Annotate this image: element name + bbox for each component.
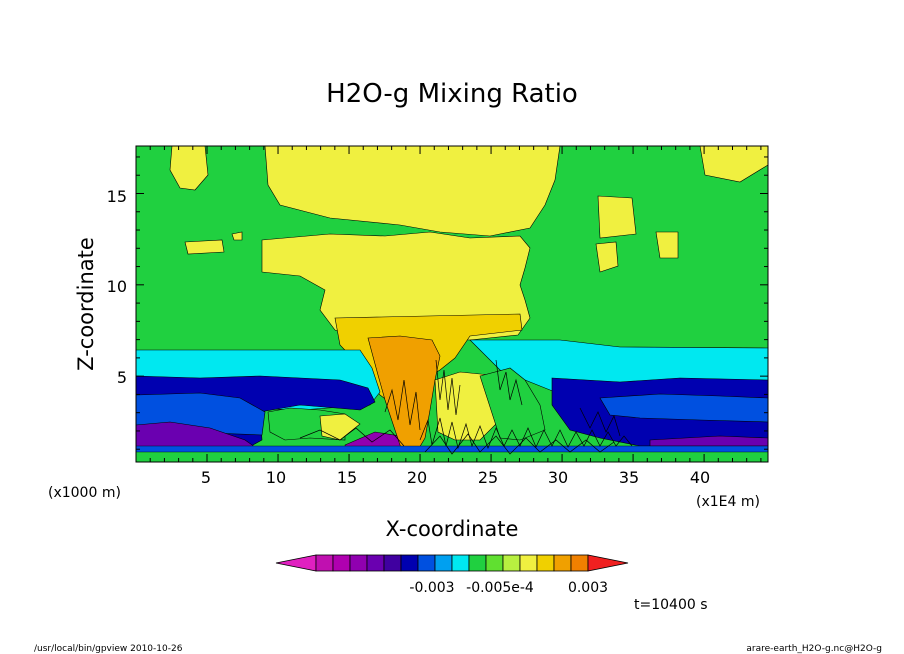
x-tick-label: 10 <box>266 468 286 487</box>
plot-area <box>136 146 768 462</box>
colorbar-label: -0.005e-4 <box>466 580 534 596</box>
y-axis-label: Z-coordinate <box>74 237 98 371</box>
colorbar-swatch <box>332 554 351 572</box>
x-unit-left: (x1000 m) <box>48 485 121 501</box>
colorbar <box>275 554 629 572</box>
contour-yellow-top-left <box>169 146 209 191</box>
bottom-strip <box>136 452 768 462</box>
contour-yellow-low <box>319 413 361 441</box>
contour-purple-right <box>649 435 768 447</box>
contour-yellow-small-5 <box>231 231 243 241</box>
tick-marks <box>136 146 768 462</box>
contour-yellow-anvil-upper <box>264 146 561 237</box>
contour-blue-bottom <box>136 445 768 453</box>
colorbar-swatch <box>315 554 334 572</box>
colorbar-swatch <box>553 554 572 572</box>
contour-yellow-anvil <box>261 231 531 343</box>
colorbar-swatch <box>349 554 368 572</box>
colorbar-swatch <box>366 554 385 572</box>
contour-green-plume <box>479 367 546 441</box>
y-tick-labels: 5 10 15 <box>107 187 127 387</box>
colorbar-swatch <box>519 554 538 572</box>
x-tick-label: 5 <box>201 468 211 487</box>
colorbar-label: 0.003 <box>568 580 608 596</box>
turbulent-contours <box>299 359 633 455</box>
x-tick-label: 30 <box>548 468 568 487</box>
y-tick-label: 15 <box>107 187 127 206</box>
contour-purple-left <box>136 421 263 453</box>
contour-yellow-small-3 <box>595 241 619 273</box>
colorbar-swatch <box>383 554 402 572</box>
x-tick-labels: 5 10 15 20 25 30 35 40 <box>201 468 710 487</box>
colorbar-swatch <box>451 554 470 572</box>
y-tick-label: 10 <box>107 277 127 296</box>
plot-frame <box>135 145 769 463</box>
colorbar-swatch <box>417 554 436 572</box>
x-tick-label: 20 <box>407 468 427 487</box>
y-tick-label: 5 <box>117 368 127 387</box>
colorbar-swatch <box>502 554 521 572</box>
x-tick-label: 15 <box>337 468 357 487</box>
x-tick-label: 25 <box>478 468 498 487</box>
contour-yellow-small-1 <box>184 239 225 255</box>
x-unit-right: (x1E4 m) <box>696 494 760 510</box>
footer-right: arare-earth_H2O-g.nc@H2O-g <box>746 644 882 654</box>
x-axis-label: X-coordinate <box>386 517 519 541</box>
contour-mid-blue-right <box>599 393 768 423</box>
contour-yellow-small-4 <box>655 231 679 259</box>
colorbar-label: -0.003 <box>409 580 454 596</box>
colorbar-swatch <box>468 554 487 572</box>
footer-left: /usr/local/bin/gpview 2010-10-26 <box>34 644 183 654</box>
x-tick-label: 35 <box>619 468 639 487</box>
colorbar-swatch <box>570 554 589 572</box>
colorbar-swatch <box>400 554 419 572</box>
colorbar-extend-min <box>275 554 317 572</box>
x-tick-label: 40 <box>690 468 710 487</box>
colorbar-extend-max <box>587 554 629 572</box>
colorbar-swatch <box>434 554 453 572</box>
chart-title: H2O-g Mixing Ratio <box>326 79 578 109</box>
contour-yellow-small-2 <box>597 195 637 239</box>
contour-yellow-top-right <box>699 146 768 183</box>
contour-orange-core <box>367 335 441 461</box>
time-label: t=10400 s <box>634 597 708 613</box>
colorbar-swatch <box>536 554 555 572</box>
colorbar-swatch <box>485 554 504 572</box>
